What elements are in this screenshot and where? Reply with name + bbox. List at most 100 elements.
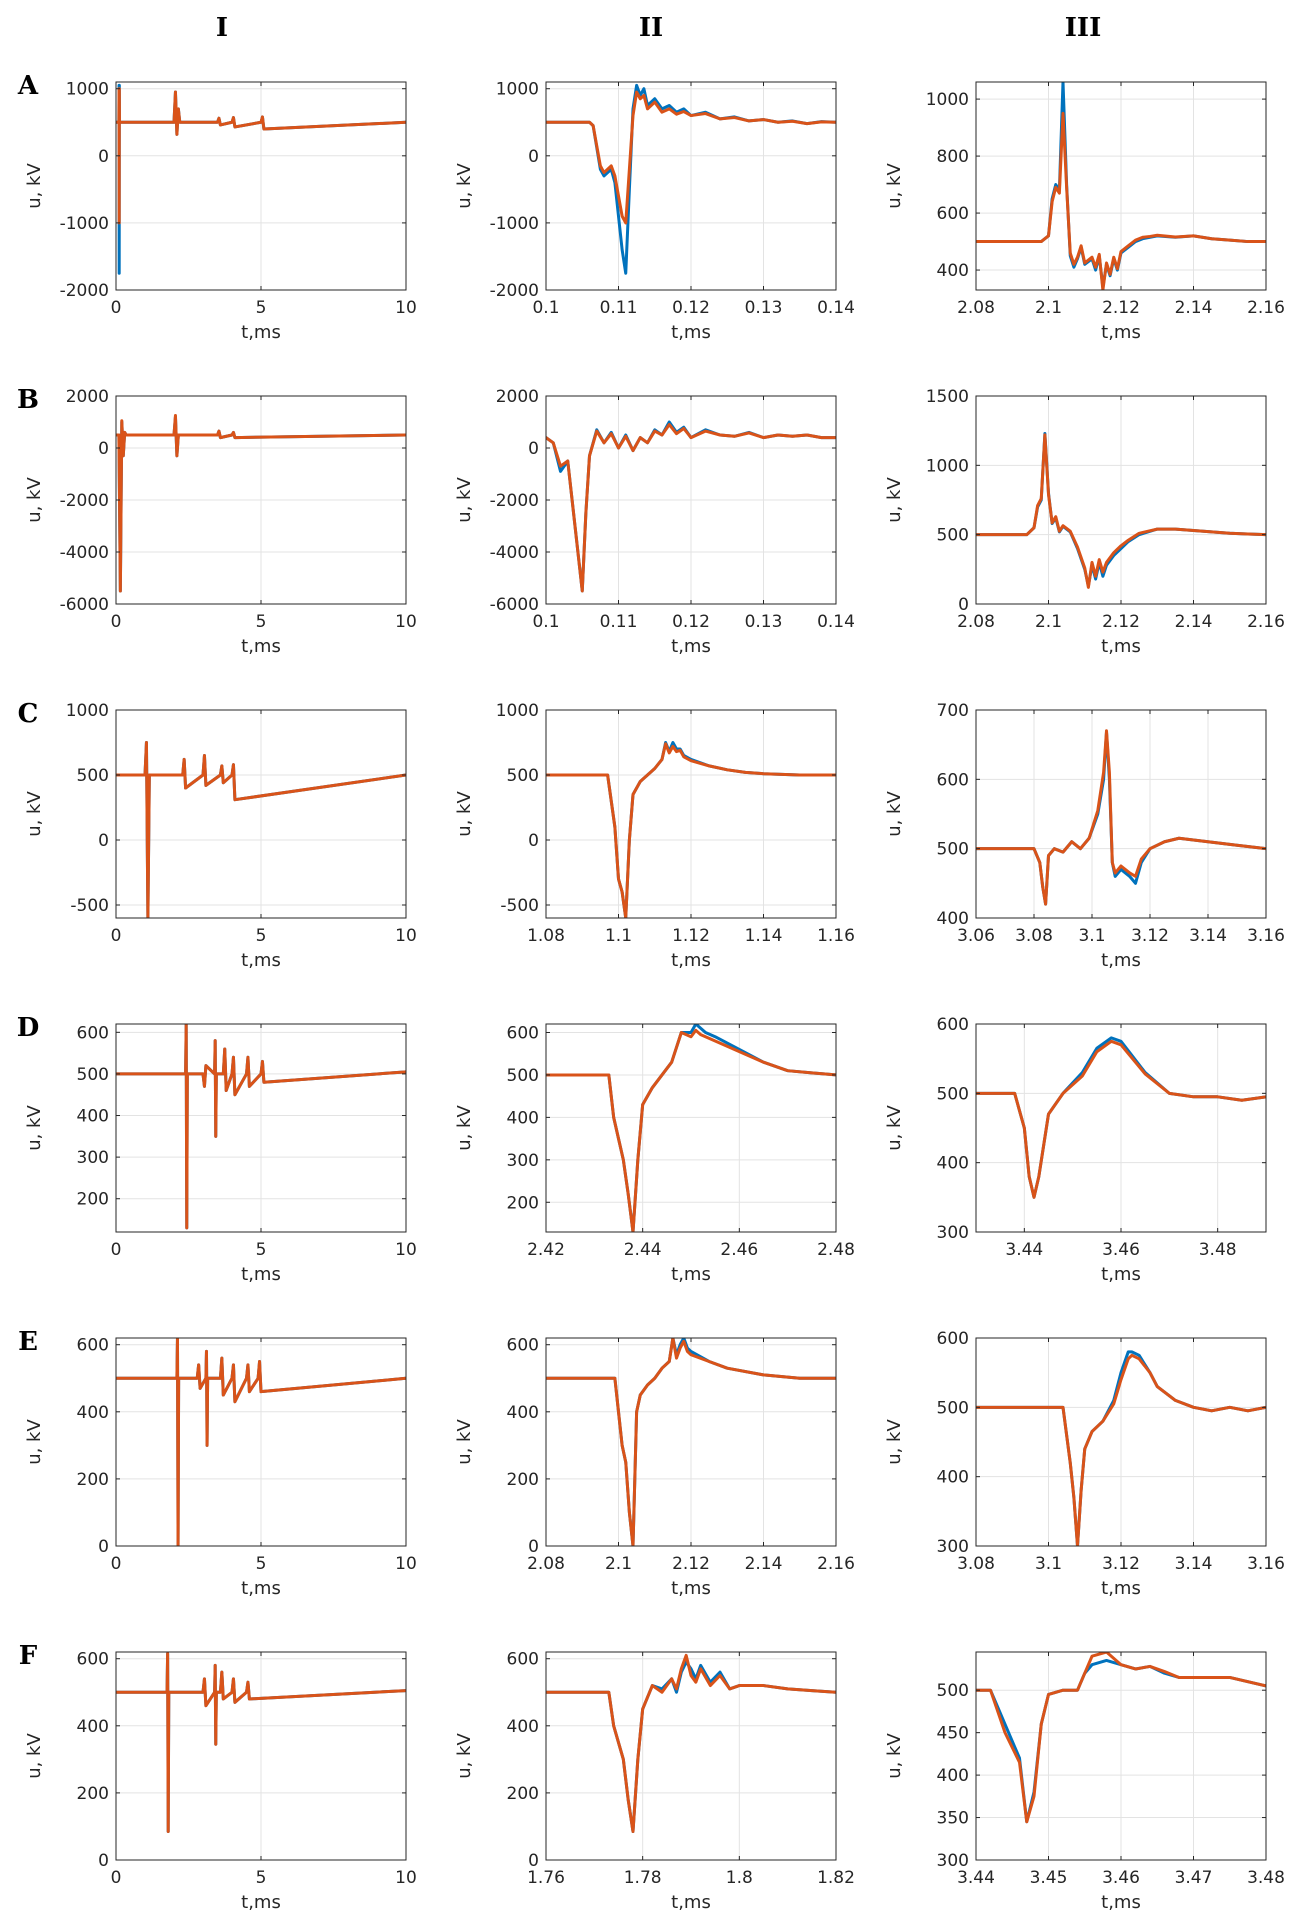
x-tick-label: 2.08 xyxy=(527,1554,565,1574)
x-tick-label: 0.1 xyxy=(532,612,559,632)
y-tick-label: 0 xyxy=(98,439,109,459)
x-tick-label: 0.14 xyxy=(817,298,855,318)
x-tick-label: 2.16 xyxy=(817,1554,855,1574)
x-tick-label: 2.14 xyxy=(1175,612,1213,632)
x-tick-label: 0 xyxy=(111,1868,122,1888)
x-axis-label: t,ms xyxy=(241,1578,281,1599)
y-tick-label: 400 xyxy=(507,1403,539,1423)
series-line-blue xyxy=(546,1024,836,1232)
y-tick-label: 1000 xyxy=(496,80,539,100)
x-axis-label: t,ms xyxy=(671,636,711,657)
x-tick-label: 3.46 xyxy=(1102,1868,1140,1888)
x-tick-label: 2.16 xyxy=(1247,612,1285,632)
x-tick-label: 0.1 xyxy=(532,298,559,318)
x-tick-label: 10 xyxy=(395,1554,417,1574)
x-tick-label: 0.11 xyxy=(600,298,638,318)
x-axis-label: t,ms xyxy=(241,1892,281,1913)
column-header: I xyxy=(216,13,228,43)
panel-A-III: 2.08 2.1 2.12 2.14 2.16 400 600 800 1000 t,ms u, k… xyxy=(884,81,1285,343)
x-tick-label: 1.82 xyxy=(817,1868,855,1888)
y-tick-label: 600 xyxy=(507,1023,539,1043)
y-tick-label: 500 xyxy=(507,766,539,786)
y-tick-label: 500 xyxy=(937,840,969,860)
panel-F-II: 1.76 1.78 1.8 1.82 0 200 400 600 t,ms u, kV xyxy=(454,1650,855,1913)
x-tick-label: 0.13 xyxy=(745,298,783,318)
y-axis-label: u, kV xyxy=(884,1733,905,1779)
x-tick-label: 10 xyxy=(395,612,417,632)
column-header: III xyxy=(1065,13,1102,43)
y-axis-label: u, kV xyxy=(454,477,475,523)
y-tick-label: 400 xyxy=(937,1766,969,1786)
x-tick-label: 0 xyxy=(111,1240,122,1260)
series-line-orange xyxy=(546,1653,836,1833)
x-tick-label: 3.08 xyxy=(1015,926,1053,946)
x-tick-label: 0 xyxy=(111,926,122,946)
y-tick-label: -1000 xyxy=(490,214,539,234)
x-tick-label: 1.78 xyxy=(624,1868,662,1888)
panel-F-I: 0 5 10 0 200 400 600 t,ms u, kV xyxy=(24,1650,417,1913)
series-line-blue xyxy=(546,1660,836,1833)
y-axis-label: u, kV xyxy=(24,791,45,837)
panel-B-I: 0 5 10 -6000 -4000 -2000 0 2000 t,ms u, kV xyxy=(24,387,417,657)
y-tick-label: -1000 xyxy=(60,214,109,234)
y-tick-label: 200 xyxy=(507,1193,539,1213)
x-tick-label: 0.14 xyxy=(817,612,855,632)
x-tick-label: 3.16 xyxy=(1247,1554,1285,1574)
y-tick-label: 2000 xyxy=(66,387,109,407)
series-line-orange xyxy=(116,1024,406,1230)
series-line-orange xyxy=(976,1039,1266,1199)
panel-C-III: 3.06 3.08 3.1 3.12 3.14 3.16 400 500 600 700 t,ms u… xyxy=(884,701,1285,971)
x-tick-label: 0.13 xyxy=(745,612,783,632)
x-tick-label: 3.12 xyxy=(1102,1554,1140,1574)
y-tick-label: 400 xyxy=(507,1108,539,1128)
x-tick-label: 3.1 xyxy=(1035,1554,1062,1574)
y-tick-label: 600 xyxy=(507,1650,539,1670)
y-tick-label: 800 xyxy=(937,147,969,167)
y-tick-label: 450 xyxy=(937,1724,969,1744)
x-axis-label: t,ms xyxy=(1101,322,1141,343)
x-tick-label: 3.14 xyxy=(1175,1554,1213,1574)
x-tick-label: 2.42 xyxy=(527,1240,565,1260)
y-tick-label: 500 xyxy=(937,1398,969,1418)
y-tick-label: 0 xyxy=(958,595,969,615)
x-axis-label: t,ms xyxy=(671,1264,711,1285)
x-tick-label: 0.11 xyxy=(600,612,638,632)
series-line-orange xyxy=(546,742,836,918)
panel-E-III: 3.08 3.1 3.12 3.14 3.16 300 400 500 600 t,ms u, kV xyxy=(884,1329,1285,1599)
y-tick-label: 400 xyxy=(937,261,969,281)
y-tick-label: 600 xyxy=(937,1015,969,1035)
x-axis-label: t,ms xyxy=(1101,636,1141,657)
y-tick-label: 2000 xyxy=(496,387,539,407)
x-tick-label: 3.48 xyxy=(1199,1240,1237,1260)
x-tick-label: 3.44 xyxy=(1005,1240,1043,1260)
series-line-orange xyxy=(976,1353,1266,1546)
x-tick-label: 5 xyxy=(256,926,267,946)
x-tick-label: 2.1 xyxy=(605,1554,632,1574)
x-tick-label: 3.47 xyxy=(1175,1868,1213,1888)
x-axis-label: t,ms xyxy=(1101,1892,1141,1913)
row-label: A xyxy=(17,71,39,101)
axes-frame xyxy=(545,1023,837,1233)
y-tick-label: 600 xyxy=(937,1329,969,1349)
x-axis-label: t,ms xyxy=(241,1264,281,1285)
y-tick-label: 400 xyxy=(937,909,969,929)
y-axis-label: u, kV xyxy=(24,1105,45,1151)
x-tick-label: 2.14 xyxy=(745,1554,783,1574)
row-label: F xyxy=(19,1641,38,1671)
column-header: II xyxy=(639,13,663,43)
y-tick-label: 300 xyxy=(77,1148,109,1168)
y-tick-label: 0 xyxy=(98,831,109,851)
y-tick-label: -2000 xyxy=(490,491,539,511)
y-tick-label: 1500 xyxy=(926,387,969,407)
series-line-orange xyxy=(116,87,406,225)
y-tick-label: 600 xyxy=(77,1023,109,1043)
x-tick-label: 1.08 xyxy=(527,926,565,946)
y-tick-label: 400 xyxy=(507,1717,539,1737)
y-tick-label: 300 xyxy=(937,1223,969,1243)
y-tick-label: 0 xyxy=(528,831,539,851)
y-axis-label: u, kV xyxy=(454,1105,475,1151)
y-tick-label: 0 xyxy=(98,147,109,167)
axes-frame xyxy=(975,709,1267,919)
y-tick-label: 0 xyxy=(528,1851,539,1871)
